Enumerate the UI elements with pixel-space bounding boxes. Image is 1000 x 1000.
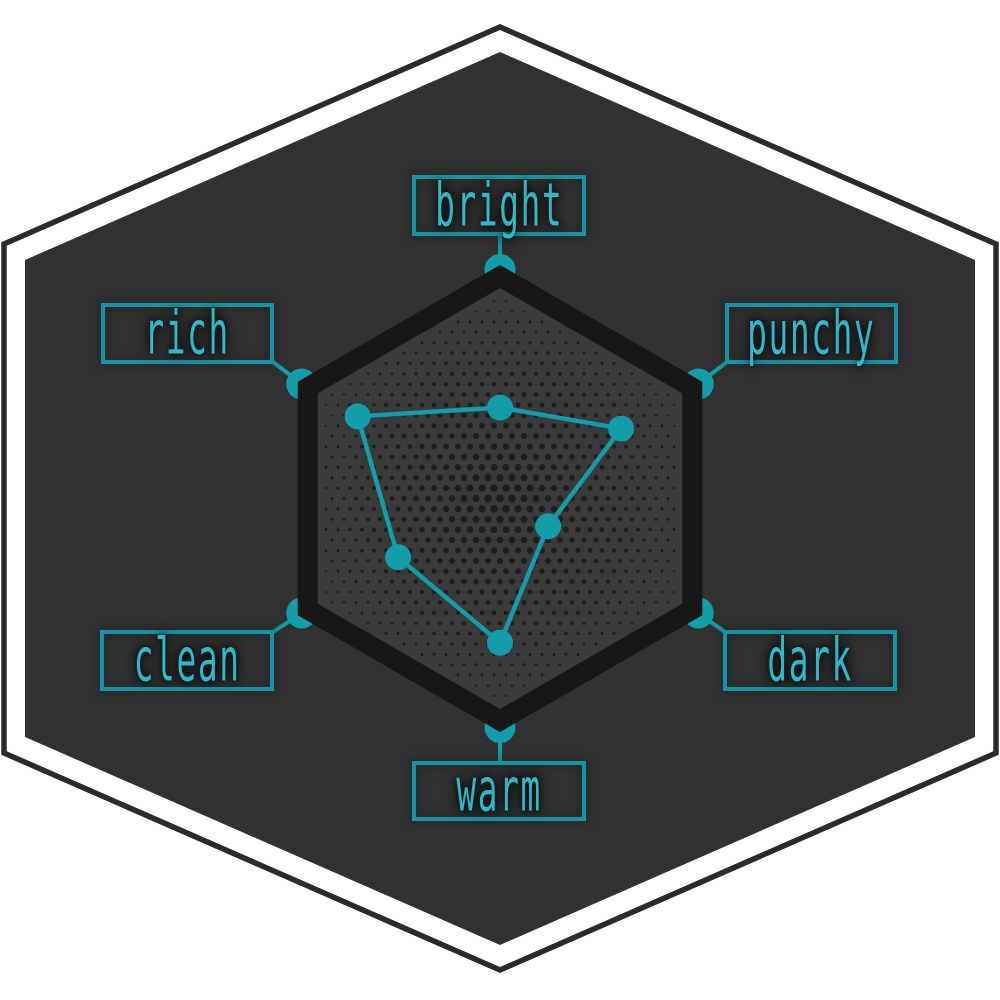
axis-label-dark: DARK: [723, 630, 897, 691]
axis-label-rich: RICH: [101, 303, 274, 364]
radar-data-point: [385, 544, 412, 571]
outer-hexagon-outline: [1, 23, 999, 974]
halftone-dot-pattern: [324, 300, 676, 697]
axis-label-punchy-text: PUNCHY: [747, 299, 876, 368]
radar-data-point: [608, 415, 635, 442]
axis-label-clean: CLEAN: [100, 630, 274, 691]
radar-data-point: [535, 513, 562, 540]
axis-label-punchy: PUNCHY: [725, 303, 898, 364]
radar-data-points: [344, 394, 635, 656]
radar-data-point: [487, 394, 513, 421]
axis-label-bright-text: BRIGHT: [434, 171, 564, 240]
axis-label-clean-text: CLEAN: [133, 626, 241, 695]
radar-data-point: [487, 629, 513, 656]
axis-label-rich-text: RICH: [144, 299, 231, 368]
radar-data-point: [344, 403, 371, 430]
axis-label-warm: WARM: [412, 761, 586, 821]
axis-label-dark-text: DARK: [767, 626, 853, 695]
axis-label-warm-text: WARM: [456, 756, 542, 826]
axis-label-bright: BRIGHT: [412, 175, 586, 236]
